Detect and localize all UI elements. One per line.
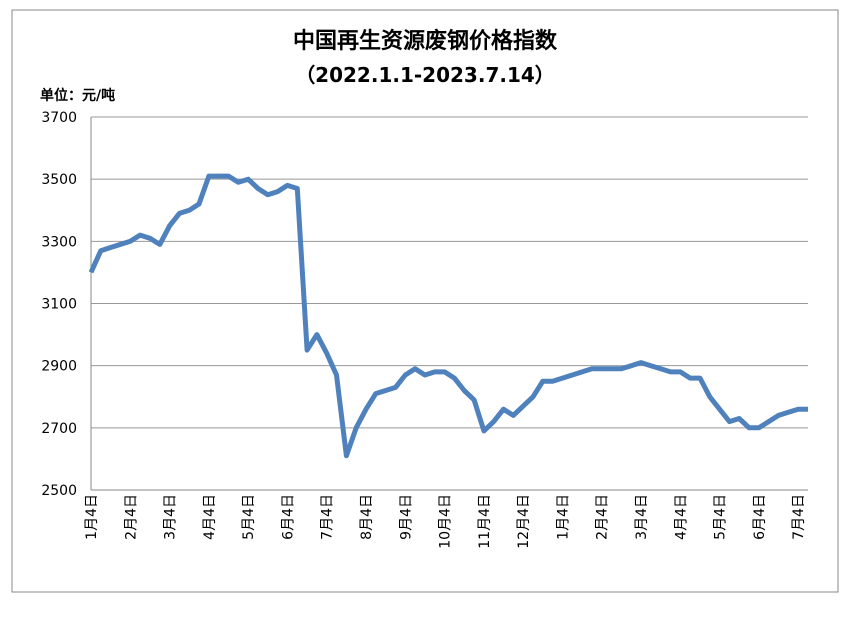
x-tick-label: 10月4日 [438, 494, 454, 549]
x-tick-label: 6月4日 [280, 494, 296, 540]
y-tick-label: 3700 [41, 110, 77, 126]
x-tick-label: 3月4日 [163, 494, 179, 540]
line-series [88, 173, 808, 459]
y-tick-label: 2900 [41, 359, 77, 375]
x-tick-label: 3月4日 [634, 494, 650, 540]
y-tick-label: 3500 [41, 172, 77, 188]
chart-border [11, 9, 839, 593]
x-tick-label: 7月4日 [791, 494, 807, 540]
x-tick-label: 1月4日 [555, 494, 571, 540]
y-axis-label: 单位：元/吨 [40, 87, 115, 104]
x-tick-label: 9月4日 [398, 494, 414, 540]
x-tick-label: 6月4日 [752, 494, 768, 540]
y-tick-label: 2500 [41, 483, 77, 499]
x-tick-label: 4月4日 [673, 494, 689, 540]
chart-subtitle: （2022.1.1-2023.7.14） [295, 63, 555, 87]
x-tick-label: 8月4日 [359, 494, 375, 540]
y-tick-label: 2700 [41, 421, 77, 437]
y-tick-label: 3100 [41, 297, 77, 313]
x-tick-label: 5月4日 [241, 494, 257, 540]
chart-title: 中国再生资源废钢价格指数 [293, 28, 558, 54]
x-tick-label: 7月4日 [320, 494, 336, 540]
x-tick-label: 2月4日 [123, 494, 139, 540]
x-tick-label: 11月4日 [477, 494, 493, 549]
x-tick-label: 4月4日 [202, 494, 218, 540]
x-tick-label: 12月4日 [516, 494, 532, 549]
x-tick-label: 2月4日 [595, 494, 611, 540]
y-tick-label: 3300 [41, 234, 77, 250]
x-tick-label: 1月4日 [84, 494, 100, 540]
x-tick-label: 5月4日 [713, 494, 729, 540]
